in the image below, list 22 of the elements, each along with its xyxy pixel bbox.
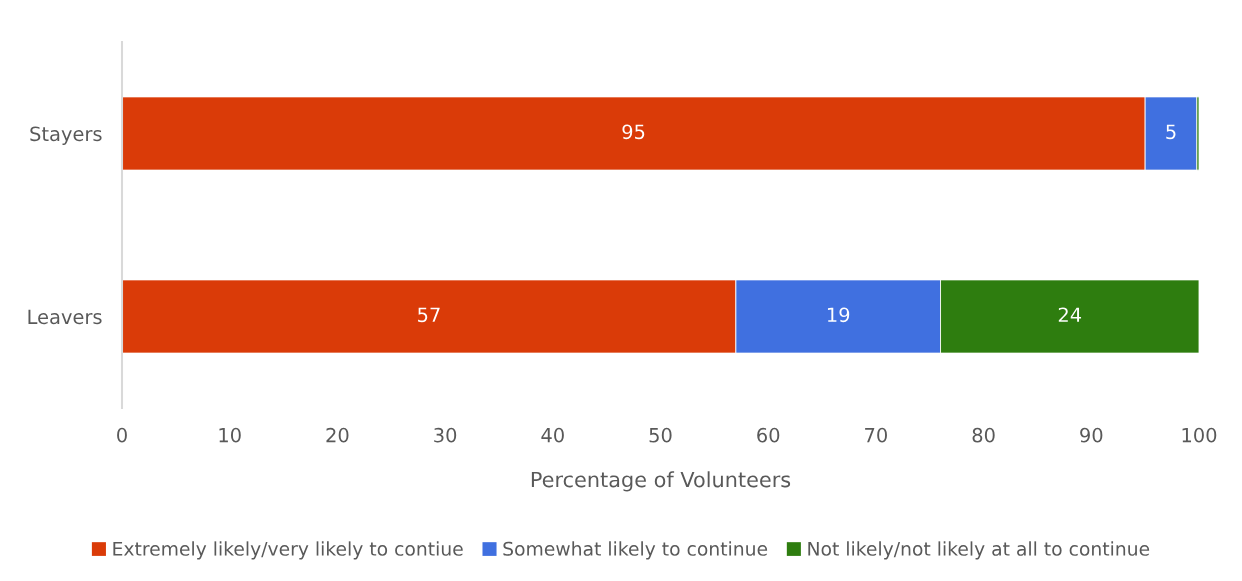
x-axis-title: Percentage of Volunteers	[531, 471, 791, 492]
data-label: 57	[418, 307, 440, 323]
data-label: 24	[1058, 307, 1082, 322]
x-tick-label: 50	[649, 427, 672, 443]
x-tick-label: 10	[219, 427, 241, 443]
x-tick-label: 70	[865, 427, 887, 443]
x-tick-label: 30	[434, 427, 457, 443]
x-tick-label: 90	[1080, 427, 1103, 443]
y-tick-label: Leavers	[28, 309, 102, 325]
x-tick-label: 40	[541, 427, 564, 443]
data-label: 19	[827, 307, 850, 323]
x-tick-label: 60	[757, 427, 780, 443]
x-tick-label: 20	[326, 427, 349, 443]
data-label: 95	[622, 124, 645, 140]
legend-label: Extremely likely/very likely to contiue	[113, 541, 463, 560]
legend-label: Not likely/not likely at all to continue	[808, 541, 1150, 560]
x-tick-label: 100	[1182, 427, 1217, 443]
x-tick-label: 80	[972, 427, 995, 443]
data-label: 5	[1166, 124, 1176, 140]
y-tick-label: Stayers	[30, 126, 102, 145]
legend-label: Somewhat likely to continue	[503, 541, 768, 560]
x-tick-label: 0	[117, 427, 127, 443]
